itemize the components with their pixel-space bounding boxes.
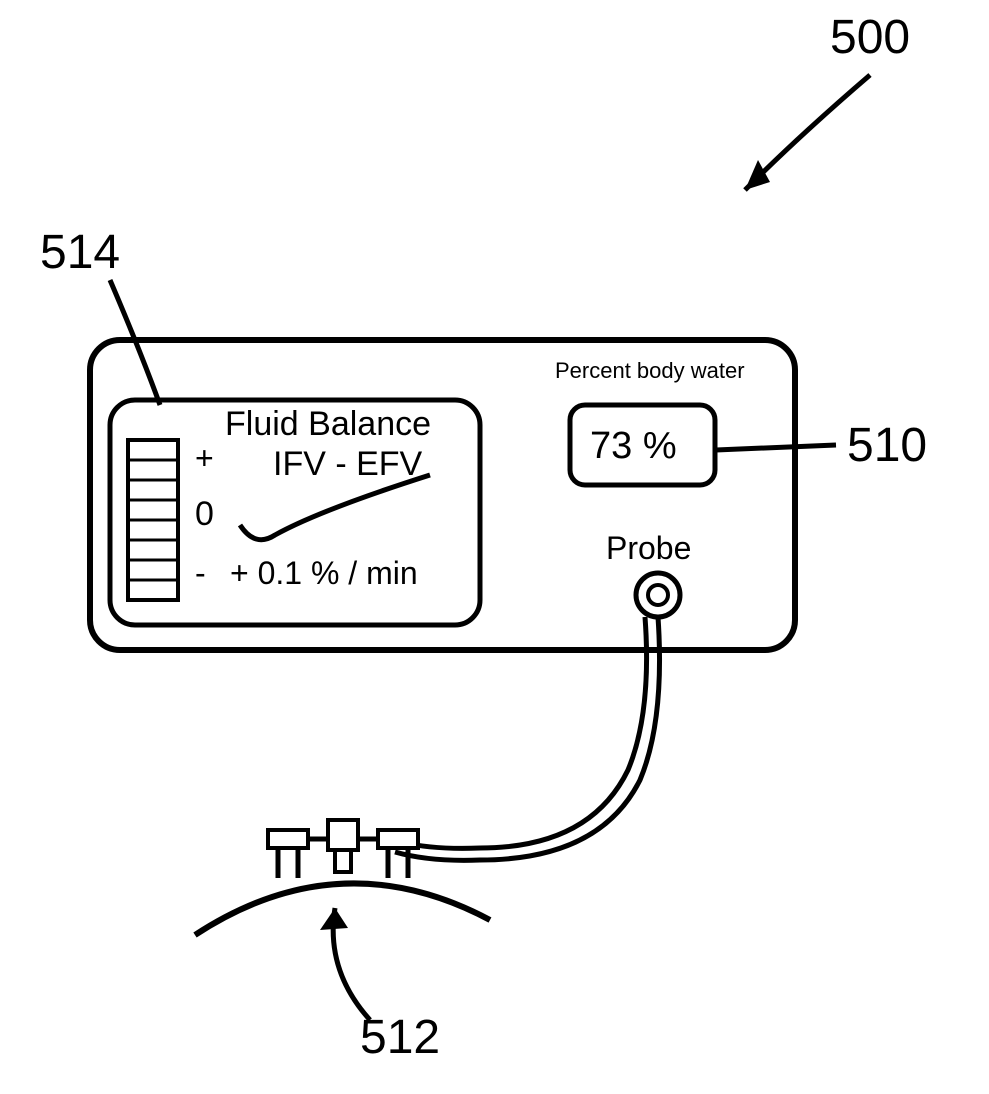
fluid-balance-title: Fluid Balance xyxy=(225,405,431,444)
probe-sensor xyxy=(268,820,418,878)
ref-label-514: 514 xyxy=(40,225,120,280)
percent-value: 73 % xyxy=(590,425,677,468)
ref-label-510: 510 xyxy=(847,418,927,473)
ref-label-512: 512 xyxy=(360,1010,440,1065)
minus-label: - xyxy=(195,555,206,592)
probe-port-outer xyxy=(636,573,680,617)
bar-gauge xyxy=(128,440,178,600)
probe-port-inner xyxy=(648,585,668,605)
arrowhead-500 xyxy=(745,160,770,190)
probe-cable-outer xyxy=(395,617,660,860)
percent-body-water-title: Percent body water xyxy=(555,358,745,384)
arrow-510 xyxy=(716,445,836,450)
rate-label: + 0.1 % / min xyxy=(230,555,418,592)
probe-label: Probe xyxy=(606,530,691,567)
arrowhead-512 xyxy=(320,908,348,930)
plus-label: + xyxy=(195,440,214,477)
zero-label: 0 xyxy=(195,495,214,534)
ifv-efv-label: IFV - EFV xyxy=(273,445,422,484)
ref-label-500: 500 xyxy=(830,10,910,65)
trend-curve xyxy=(240,475,430,540)
